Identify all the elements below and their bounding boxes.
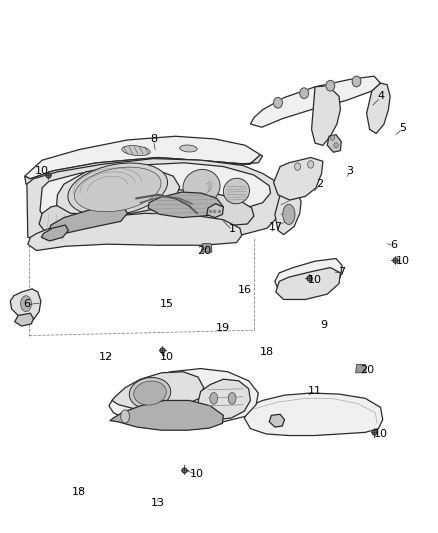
Ellipse shape bbox=[210, 392, 218, 404]
Text: 10: 10 bbox=[396, 256, 410, 266]
Polygon shape bbox=[11, 289, 41, 321]
Text: 9: 9 bbox=[320, 320, 327, 330]
Circle shape bbox=[330, 135, 335, 141]
Polygon shape bbox=[311, 86, 340, 146]
Ellipse shape bbox=[121, 410, 130, 423]
Text: 15: 15 bbox=[159, 298, 173, 309]
Polygon shape bbox=[276, 268, 340, 300]
Text: 2: 2 bbox=[316, 179, 323, 189]
Polygon shape bbox=[25, 155, 263, 187]
Text: 3: 3 bbox=[346, 166, 353, 176]
Text: 16: 16 bbox=[238, 286, 252, 295]
Circle shape bbox=[352, 76, 361, 87]
Polygon shape bbox=[112, 372, 204, 410]
Polygon shape bbox=[148, 192, 223, 217]
Polygon shape bbox=[275, 189, 301, 235]
Text: 18: 18 bbox=[72, 488, 86, 497]
Text: 13: 13 bbox=[151, 498, 165, 508]
Polygon shape bbox=[269, 414, 285, 427]
Text: 11: 11 bbox=[308, 386, 322, 397]
Text: 1: 1 bbox=[229, 224, 236, 235]
Text: 18: 18 bbox=[260, 346, 274, 357]
Polygon shape bbox=[109, 368, 258, 426]
Ellipse shape bbox=[122, 146, 150, 156]
Text: 10: 10 bbox=[308, 275, 322, 285]
Polygon shape bbox=[28, 213, 242, 251]
Text: 20: 20 bbox=[197, 246, 211, 255]
Text: 10: 10 bbox=[35, 166, 49, 176]
Polygon shape bbox=[27, 159, 285, 241]
Ellipse shape bbox=[223, 178, 250, 204]
Circle shape bbox=[334, 143, 338, 148]
Text: 12: 12 bbox=[99, 352, 113, 362]
Circle shape bbox=[274, 98, 283, 108]
Polygon shape bbox=[110, 400, 223, 430]
Ellipse shape bbox=[180, 145, 197, 152]
Circle shape bbox=[294, 163, 300, 170]
Text: 10: 10 bbox=[159, 352, 173, 362]
Circle shape bbox=[307, 161, 314, 168]
Polygon shape bbox=[207, 204, 223, 217]
Text: 8: 8 bbox=[150, 134, 157, 144]
Text: 4: 4 bbox=[377, 91, 384, 101]
Text: 7: 7 bbox=[338, 267, 345, 277]
Polygon shape bbox=[274, 158, 323, 200]
Circle shape bbox=[300, 88, 308, 99]
Polygon shape bbox=[327, 135, 341, 152]
Ellipse shape bbox=[183, 169, 220, 204]
Ellipse shape bbox=[129, 377, 171, 408]
Polygon shape bbox=[14, 313, 33, 326]
Ellipse shape bbox=[228, 392, 236, 404]
Text: 10: 10 bbox=[374, 429, 388, 439]
Polygon shape bbox=[39, 189, 254, 233]
Polygon shape bbox=[356, 365, 366, 373]
Ellipse shape bbox=[68, 163, 167, 216]
Polygon shape bbox=[244, 393, 383, 435]
Polygon shape bbox=[49, 205, 127, 235]
Ellipse shape bbox=[283, 204, 295, 224]
Text: 19: 19 bbox=[216, 322, 230, 333]
Polygon shape bbox=[41, 225, 68, 241]
Polygon shape bbox=[40, 163, 271, 217]
Polygon shape bbox=[201, 244, 212, 252]
Polygon shape bbox=[198, 379, 251, 419]
Text: 6: 6 bbox=[390, 240, 397, 250]
Text: 6: 6 bbox=[23, 298, 30, 309]
Text: 10: 10 bbox=[190, 469, 204, 479]
Ellipse shape bbox=[134, 381, 166, 405]
Text: 17: 17 bbox=[268, 222, 283, 232]
Text: 20: 20 bbox=[360, 365, 374, 375]
Text: 5: 5 bbox=[399, 123, 406, 133]
Circle shape bbox=[326, 80, 335, 91]
Polygon shape bbox=[57, 165, 180, 214]
Polygon shape bbox=[367, 83, 390, 134]
Ellipse shape bbox=[74, 167, 161, 212]
Polygon shape bbox=[25, 136, 261, 179]
Polygon shape bbox=[275, 259, 342, 293]
Polygon shape bbox=[251, 76, 381, 127]
Ellipse shape bbox=[21, 296, 32, 312]
